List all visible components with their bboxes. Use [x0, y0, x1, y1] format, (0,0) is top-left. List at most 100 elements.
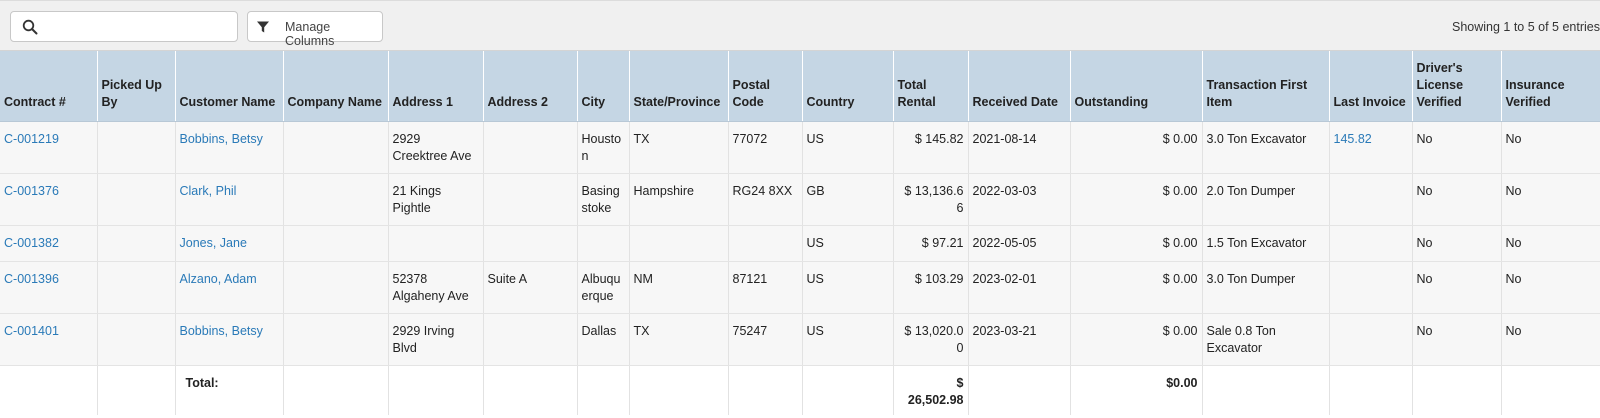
postal-cell: 75247 — [727, 313, 802, 366]
col-header-city[interactable]: City — [576, 51, 629, 122]
search-input[interactable] — [47, 16, 231, 38]
ins-verified-cell: No — [1500, 121, 1600, 174]
country-cell: US — [801, 225, 893, 262]
dl-verified-cell: No — [1411, 121, 1501, 174]
picked-up-by-cell — [96, 261, 175, 314]
ins-verified-cell: No — [1500, 313, 1600, 366]
col-header-last-invoice[interactable]: Last Invoice — [1328, 51, 1412, 122]
first-item-cell: 3.0 Ton Excavator — [1201, 121, 1329, 174]
country-cell: GB — [801, 173, 893, 226]
col-header-company-name[interactable]: Company Name — [282, 51, 388, 122]
address2-cell: Suite A — [482, 261, 577, 314]
table-row: C-001401 Bobbins, Betsy 2929 Irving Blvd… — [0, 313, 1600, 366]
manage-columns-label: Manage Columns — [285, 20, 335, 48]
table-row: C-001396 Alzano, Adam 52378 Algaheny Ave… — [0, 261, 1600, 314]
col-header-transaction-first-item[interactable]: Transaction First Item — [1201, 51, 1329, 122]
col-header-contract[interactable]: Contract # — [0, 51, 97, 122]
state-cell: Hampshire — [628, 173, 728, 226]
city-cell: Dallas — [576, 313, 629, 366]
search-box[interactable] — [10, 11, 238, 42]
customer-link[interactable]: Jones, Jane — [179, 235, 247, 250]
contract-link[interactable]: C-001219 — [4, 131, 59, 146]
total-rental-cell: $ 97.21 — [892, 225, 968, 262]
address1-cell: 52378 Algaheny Ave — [387, 261, 483, 314]
picked-up-by-cell — [96, 225, 175, 262]
received-date-cell: 2021-08-14 — [967, 121, 1070, 174]
totals-row: Total: $ 26,502.98 $0.00 — [0, 365, 1600, 415]
address2-cell — [482, 173, 577, 226]
company-cell — [282, 225, 388, 262]
received-date-cell: 2022-05-05 — [967, 225, 1070, 262]
header-row: Contract # Picked Up By Customer Name Co… — [0, 51, 1600, 122]
company-cell — [282, 173, 388, 226]
totals-label: Total: — [174, 365, 283, 415]
col-header-drivers-license-verified[interactable]: Driver's License Verified — [1411, 51, 1501, 122]
company-cell — [282, 261, 388, 314]
picked-up-by-cell — [96, 173, 175, 226]
col-header-customer-name[interactable]: Customer Name — [174, 51, 283, 122]
contracts-table: Contract # Picked Up By Customer Name Co… — [0, 51, 1600, 415]
address1-cell — [387, 225, 483, 262]
company-cell — [282, 313, 388, 366]
ins-verified-cell: No — [1500, 173, 1600, 226]
customer-link[interactable]: Clark, Phil — [179, 183, 237, 198]
col-header-insurance-verified[interactable]: Insurance Verified — [1500, 51, 1600, 122]
state-cell — [628, 225, 728, 262]
col-header-address-2[interactable]: Address 2 — [482, 51, 577, 122]
address1-cell: 2929 Irving Blvd — [387, 313, 483, 366]
postal-cell: 77072 — [727, 121, 802, 174]
total-rental-cell: $ 13,136.66 — [892, 173, 968, 226]
contract-link[interactable]: C-001376 — [4, 183, 59, 198]
contract-link[interactable]: C-001382 — [4, 235, 59, 250]
search-icon — [22, 19, 38, 35]
entries-info: Showing 1 to 5 of 5 entries — [1451, 20, 1600, 34]
received-date-cell: 2023-02-01 — [967, 261, 1070, 314]
outstanding-cell: $ 0.00 — [1069, 173, 1202, 226]
total-rental-cell: $ 13,020.00 — [892, 313, 968, 366]
col-header-total-rental[interactable]: Total Rental — [892, 51, 968, 122]
country-cell: US — [801, 261, 893, 314]
last-invoice-link[interactable]: 145.82 — [1333, 131, 1372, 146]
ins-verified-cell: No — [1500, 261, 1600, 314]
dl-verified-cell: No — [1411, 313, 1501, 366]
address1-cell: 2929 Creektree Ave — [387, 121, 483, 174]
ins-verified-cell: No — [1500, 225, 1600, 262]
col-header-outstanding[interactable]: Outstanding — [1069, 51, 1202, 122]
col-header-received-date[interactable]: Received Date — [967, 51, 1070, 122]
col-header-state-province[interactable]: State/Province — [628, 51, 728, 122]
col-header-picked-up-by[interactable]: Picked Up By — [96, 51, 175, 122]
city-cell: Basingstoke — [576, 173, 629, 226]
dl-verified-cell: No — [1411, 173, 1501, 226]
contract-link[interactable]: C-001401 — [4, 323, 59, 338]
dl-verified-cell: No — [1411, 225, 1501, 262]
table-row: C-001376 Clark, Phil 21 Kings Pightle Ba… — [0, 173, 1600, 226]
total-rental-sum: $ 26,502.98 — [892, 365, 968, 415]
col-header-address-1[interactable]: Address 1 — [387, 51, 483, 122]
state-cell: TX — [628, 121, 728, 174]
first-item-cell: 1.5 Ton Excavator — [1201, 225, 1329, 262]
outstanding-sum: $0.00 — [1069, 365, 1202, 415]
received-date-cell: 2023-03-21 — [967, 313, 1070, 366]
table-toolbar: Manage Columns Showing 1 to 5 of 5 entri… — [0, 0, 1600, 51]
filter-icon — [257, 21, 269, 33]
city-cell: Houston — [576, 121, 629, 174]
outstanding-cell: $ 0.00 — [1069, 261, 1202, 314]
postal-cell: RG24 8XX — [727, 173, 802, 226]
received-date-cell: 2022-03-03 — [967, 173, 1070, 226]
table-row: C-001382 Jones, Jane US $ 97.21 2022-05-… — [0, 225, 1600, 262]
customer-link[interactable]: Bobbins, Betsy — [179, 323, 263, 338]
address2-cell — [482, 121, 577, 174]
picked-up-by-cell — [96, 121, 175, 174]
customer-link[interactable]: Bobbins, Betsy — [179, 131, 263, 146]
country-cell: US — [801, 313, 893, 366]
city-cell — [576, 225, 629, 262]
city-cell: Albuquerque — [576, 261, 629, 314]
picked-up-by-cell — [96, 313, 175, 366]
contract-link[interactable]: C-001396 — [4, 271, 59, 286]
manage-columns-button[interactable]: Manage Columns — [247, 11, 383, 48]
customer-link[interactable]: Alzano, Adam — [179, 271, 257, 286]
postal-cell — [727, 225, 802, 262]
address1-cell: 21 Kings Pightle — [387, 173, 483, 226]
col-header-country[interactable]: Country — [801, 51, 893, 122]
col-header-postal-code[interactable]: Postal Code — [727, 51, 802, 122]
